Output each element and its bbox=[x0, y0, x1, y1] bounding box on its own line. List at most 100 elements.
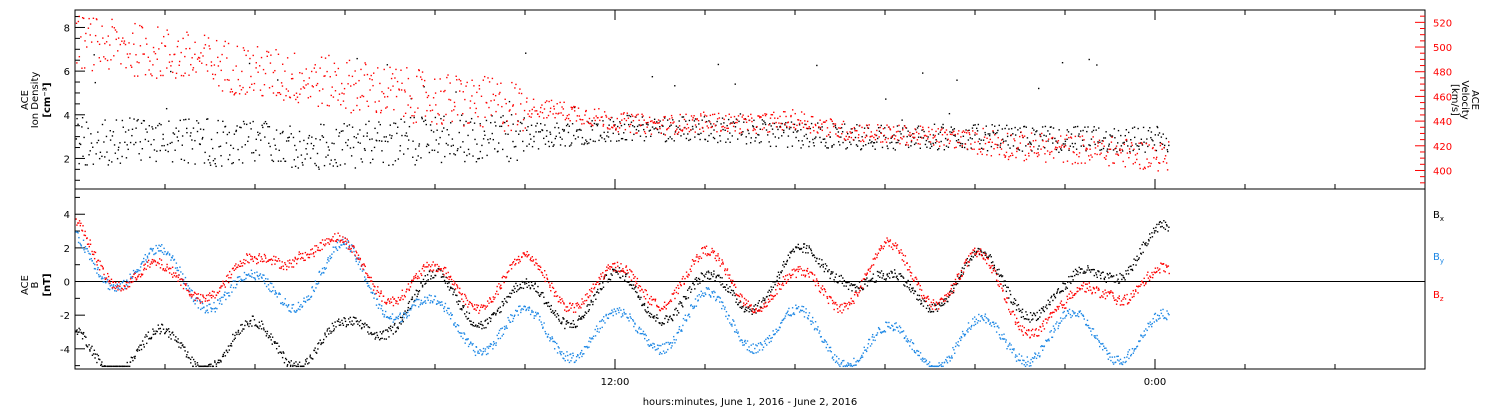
ion-density-point bbox=[826, 147, 828, 149]
velocity-point bbox=[227, 42, 230, 45]
field-by-point bbox=[130, 276, 132, 278]
field-bx-point bbox=[525, 282, 528, 285]
ion-density-point bbox=[247, 140, 249, 143]
velocity-point bbox=[202, 55, 204, 57]
field-bx-point bbox=[940, 305, 942, 307]
velocity-point bbox=[285, 88, 288, 90]
field-bx-point bbox=[345, 325, 348, 328]
ion-density-point bbox=[363, 147, 366, 150]
ion-density-point bbox=[793, 123, 796, 126]
ion-density-point bbox=[612, 132, 614, 135]
velocity-point bbox=[447, 74, 449, 76]
field-bx-point bbox=[564, 327, 566, 330]
velocity-point bbox=[1004, 155, 1007, 157]
field-bx-point bbox=[919, 298, 921, 301]
field-bx-point bbox=[619, 276, 621, 279]
ion-density-point bbox=[1018, 149, 1021, 151]
field-by-point bbox=[182, 282, 185, 285]
velocity-point bbox=[745, 121, 748, 124]
field-bx-point bbox=[431, 271, 434, 273]
field-bx-point bbox=[1013, 298, 1016, 300]
velocity-point bbox=[701, 126, 704, 129]
velocity-point bbox=[512, 105, 514, 107]
velocity-point bbox=[178, 60, 181, 63]
ion-density-point bbox=[1147, 145, 1149, 148]
field-by-point bbox=[487, 347, 490, 349]
velocity-point bbox=[1005, 151, 1008, 154]
field-bx-point bbox=[1064, 288, 1067, 290]
field-by-point bbox=[572, 352, 574, 355]
field-by-point bbox=[753, 352, 755, 355]
ion-density-point bbox=[523, 117, 525, 119]
field-bx-point bbox=[91, 345, 93, 348]
field-bx-point bbox=[990, 256, 992, 258]
field-by-point bbox=[620, 316, 623, 318]
field-bx-point bbox=[301, 365, 304, 368]
field-bx-point bbox=[529, 287, 532, 289]
velocity-point bbox=[453, 101, 456, 104]
field-by-point bbox=[789, 314, 791, 317]
field-bx-point bbox=[1046, 307, 1048, 310]
velocity-point bbox=[1090, 154, 1092, 156]
field-by-point bbox=[705, 287, 708, 289]
field-bx-point bbox=[140, 348, 143, 351]
field-bx-point bbox=[902, 277, 905, 279]
field-bx-point bbox=[922, 298, 924, 300]
velocity-point bbox=[1092, 136, 1094, 138]
field-bx-point bbox=[710, 272, 713, 274]
field-by-point bbox=[380, 305, 383, 307]
field-tick-label: -4 bbox=[60, 345, 70, 356]
field-bx-point bbox=[819, 266, 821, 268]
velocity-point bbox=[378, 100, 380, 102]
field-bx-point bbox=[1117, 282, 1120, 284]
field-bx-point bbox=[463, 305, 465, 307]
ion-density-point bbox=[695, 126, 698, 128]
ion-density-point bbox=[919, 147, 921, 149]
velocity-point bbox=[839, 127, 841, 130]
field-by-point bbox=[414, 304, 417, 307]
velocity-point bbox=[338, 93, 341, 95]
ion-density-point bbox=[977, 123, 980, 126]
field-bx-point bbox=[142, 343, 145, 346]
field-by-point bbox=[510, 314, 512, 316]
field-bx-point bbox=[214, 360, 216, 362]
field-bx-point bbox=[488, 316, 491, 319]
field-by-point bbox=[239, 275, 241, 278]
velocity-tick-label: 440 bbox=[1433, 117, 1452, 128]
velocity-point bbox=[456, 79, 458, 81]
velocity-point bbox=[562, 108, 565, 110]
ion-density-point bbox=[1090, 138, 1093, 140]
field-bx-point bbox=[1103, 277, 1105, 280]
ion-density-point bbox=[929, 147, 931, 149]
ion-density-point bbox=[146, 131, 148, 133]
field-bx-point bbox=[1005, 290, 1008, 293]
ion-density-point bbox=[354, 167, 357, 169]
field-by-point bbox=[180, 271, 182, 273]
field-bx-point bbox=[344, 320, 347, 323]
ion-density-point bbox=[526, 129, 528, 132]
ion-density-point bbox=[439, 136, 441, 139]
field-bx-point bbox=[426, 274, 429, 276]
velocity-point bbox=[500, 82, 502, 84]
field-bx-point bbox=[845, 281, 847, 284]
field-bx-point bbox=[258, 327, 260, 330]
velocity-point bbox=[638, 119, 640, 122]
field-bx-point bbox=[763, 299, 766, 302]
field-bx-point bbox=[94, 353, 97, 355]
ion-density-point bbox=[174, 149, 176, 151]
field-bx-point bbox=[663, 323, 665, 325]
field-by-point bbox=[475, 346, 478, 348]
field-by-point bbox=[879, 328, 881, 331]
field-by-point bbox=[242, 279, 244, 281]
ion-density-point bbox=[591, 129, 594, 131]
field-bx-point bbox=[705, 273, 707, 275]
field-bx-point bbox=[633, 288, 635, 290]
field-by-point bbox=[737, 331, 739, 333]
velocity-point bbox=[1136, 158, 1138, 161]
ion-density-point bbox=[862, 145, 865, 147]
velocity-point bbox=[848, 136, 850, 138]
velocity-point bbox=[415, 121, 417, 123]
velocity-point bbox=[341, 82, 343, 85]
field-bx-point bbox=[850, 283, 853, 285]
velocity-point bbox=[635, 114, 638, 116]
